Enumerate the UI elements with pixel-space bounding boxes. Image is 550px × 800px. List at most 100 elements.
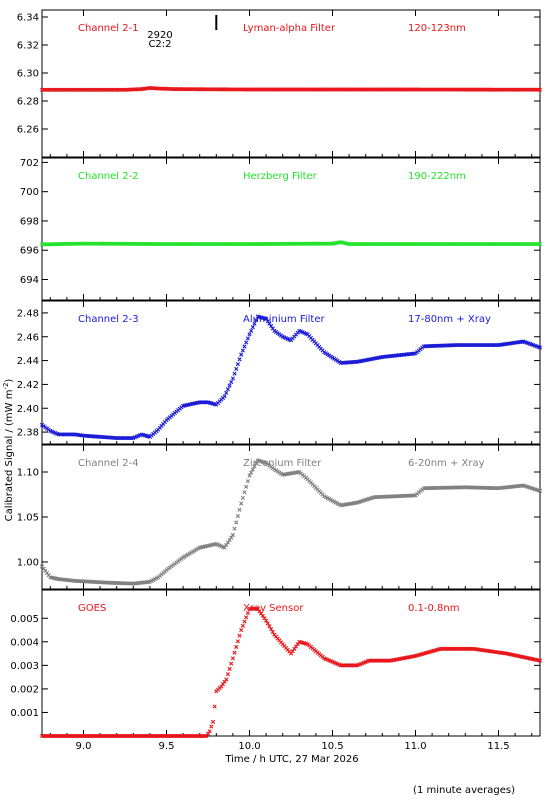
data-point xyxy=(537,488,543,493)
panel-label: Herzberg Filter xyxy=(243,171,318,182)
y-tick-label: 702 xyxy=(20,158,39,169)
panel-4: 1.00 1.05 1.10 Channel 2-4 Zirconium Filter 6… xyxy=(17,444,543,590)
y-tick-label: 0.003 xyxy=(10,661,39,672)
data-point xyxy=(239,352,244,357)
y-tick-label: 0.002 xyxy=(10,684,39,695)
panel-label: 190-222nm xyxy=(408,171,466,182)
y-tick-label: 2.38 xyxy=(17,428,39,439)
y-tick-label: 2.40 xyxy=(17,404,39,415)
y-tick-label: 0.004 xyxy=(10,637,39,648)
data-point xyxy=(244,615,249,620)
panel-label: Zirconium Filter xyxy=(243,458,322,469)
data-point xyxy=(230,532,235,538)
data-point xyxy=(222,545,227,550)
data-point xyxy=(229,535,234,540)
y-tick-label: 6.30 xyxy=(17,69,39,80)
data-point xyxy=(242,490,247,495)
y-tick-label: 0.005 xyxy=(10,614,39,625)
plot-frame xyxy=(41,157,541,301)
data-point xyxy=(225,672,231,677)
data-point xyxy=(229,379,234,385)
panel-label: Aluminium Filter xyxy=(243,314,326,325)
plot-frame xyxy=(41,9,541,158)
panel-label: Channel 2-1 xyxy=(78,23,139,34)
data-point xyxy=(230,656,235,661)
data-point xyxy=(537,87,543,92)
marker-label-top: 2920 xyxy=(147,30,172,41)
y-tick-label: 1.05 xyxy=(17,513,39,524)
y-tick-label: 6.32 xyxy=(17,41,39,52)
data-point xyxy=(224,677,229,682)
data-point xyxy=(207,729,212,734)
data-point xyxy=(237,633,242,638)
x-axis-label: Time / h UTC, 27 Mar 2026 xyxy=(224,754,358,765)
y-tick-label: 2.46 xyxy=(17,332,39,343)
data-point xyxy=(235,639,240,644)
plot-frame xyxy=(41,589,541,737)
data-point xyxy=(537,241,543,247)
data-series xyxy=(39,85,543,92)
panel-label: Channel 2-4 xyxy=(78,458,139,469)
data-point xyxy=(537,345,543,350)
data-point xyxy=(240,623,245,628)
data-point xyxy=(224,390,229,395)
data-point xyxy=(245,479,250,484)
y-tick-label: 0.001 xyxy=(10,708,39,719)
data-point xyxy=(237,507,242,512)
x-tick-label: 11.5 xyxy=(487,741,509,752)
data-point xyxy=(212,704,217,709)
data-point xyxy=(209,724,214,729)
data-point xyxy=(252,321,257,326)
data-point xyxy=(249,328,254,333)
data-point xyxy=(232,371,237,376)
panel-label: GOES xyxy=(78,603,106,614)
data-series xyxy=(39,458,543,586)
data-series xyxy=(39,240,543,247)
data-series xyxy=(39,606,543,739)
data-point xyxy=(268,627,274,632)
y-tick-label: 698 xyxy=(20,216,39,227)
data-point xyxy=(247,332,252,337)
data-point xyxy=(264,618,269,623)
x-tick-label: 9.5 xyxy=(159,741,175,752)
y-tick-label: 1.00 xyxy=(17,558,39,569)
data-point xyxy=(239,501,244,506)
y-tick-label: 700 xyxy=(20,187,39,198)
data-point xyxy=(227,383,232,388)
y-tick-label: 2.48 xyxy=(17,308,39,319)
data-point xyxy=(250,467,255,472)
data-point xyxy=(245,610,250,616)
panel-1: 6.26 6.28 6.30 6.32 6.34 Channel 2-1 Lyman-alp… xyxy=(17,9,543,158)
data-point xyxy=(210,719,216,724)
data-point xyxy=(240,495,245,501)
panel-label: Channel 2-3 xyxy=(78,314,139,325)
y-tick-label: 2.44 xyxy=(17,356,39,367)
y-axis-label: Calibrated Signal / (mW m-2) xyxy=(2,379,15,522)
y-tick-label: 1.10 xyxy=(17,468,39,479)
data-point xyxy=(224,542,229,548)
x-tick-label: 10.0 xyxy=(238,741,260,752)
data-point xyxy=(244,484,249,489)
data-point xyxy=(242,619,247,624)
data-point xyxy=(249,470,254,475)
y-tick-label: 6.34 xyxy=(17,13,39,24)
panel-label: 0.1-0.8nm xyxy=(408,603,460,614)
data-point xyxy=(232,650,237,655)
data-point xyxy=(267,624,272,629)
panel-label: 120-123nm xyxy=(408,23,466,34)
panel-label: Lyman-alpha Filter xyxy=(243,23,336,34)
data-point xyxy=(234,366,239,372)
data-point xyxy=(235,362,240,367)
data-point xyxy=(225,540,231,545)
panel-label: Xray Sensor xyxy=(243,603,304,614)
data-point xyxy=(237,357,242,362)
data-point xyxy=(225,387,231,392)
y-tick-label: 696 xyxy=(20,246,39,257)
data-point xyxy=(240,348,245,353)
data-point xyxy=(235,514,240,519)
data-point xyxy=(222,394,227,399)
data-point xyxy=(227,666,232,671)
data-point xyxy=(537,658,543,663)
y-tick-label: 2.42 xyxy=(17,380,39,391)
